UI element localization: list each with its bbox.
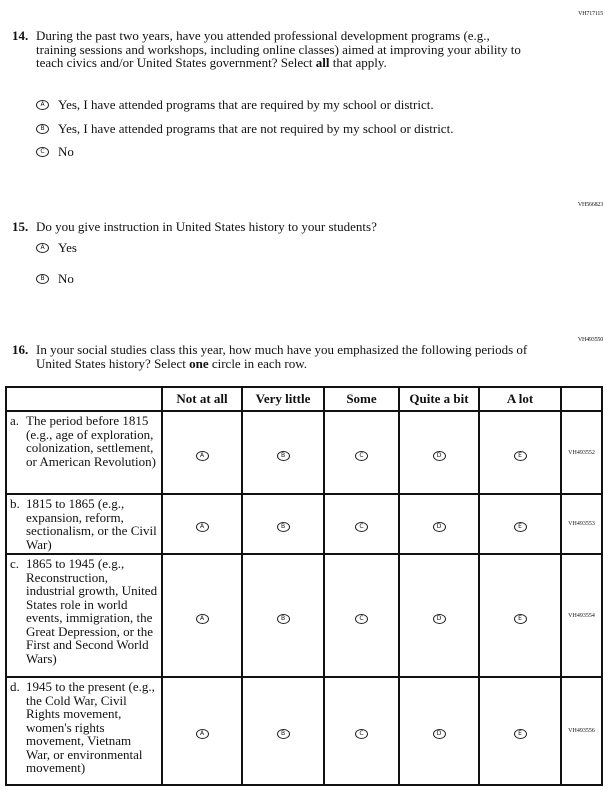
col-header: Quite a bit xyxy=(398,386,480,412)
response-cell: A xyxy=(161,410,243,495)
question-14: 14. During the past two years, have you … xyxy=(12,29,532,70)
col-header: A lot xyxy=(478,386,562,412)
header-row: Not at all Very little Some Quite a bit … xyxy=(5,386,603,412)
radio-bubble[interactable]: C xyxy=(355,522,368,532)
row-label: a. The period before 1815 (e.g., age of e… xyxy=(5,410,163,495)
radio-bubble[interactable]: C xyxy=(355,729,368,739)
row-letter: b. xyxy=(10,496,20,511)
radio-bubble[interactable]: B xyxy=(36,274,49,284)
row-label: d. 1945 to the present (e.g., the Cold Wa… xyxy=(5,676,163,786)
radio-bubble[interactable]: C xyxy=(36,147,49,157)
response-cell: E xyxy=(478,676,562,786)
question-16: 16. In your social studies class this ye… xyxy=(12,343,532,370)
table-row: a. The period before 1815 (e.g., age of e… xyxy=(5,410,603,495)
response-cell: E xyxy=(478,493,562,555)
option-no[interactable]: B No xyxy=(36,271,74,287)
table-row: c. 1865 to 1945 (e.g., Reconstruction, in… xyxy=(5,553,603,678)
radio-bubble[interactable]: B xyxy=(36,124,49,134)
question-text: During the past two years, have you atte… xyxy=(36,28,521,70)
question-number: 16. xyxy=(12,342,29,357)
response-cell: B xyxy=(241,553,325,678)
response-cell: B xyxy=(241,493,325,555)
radio-bubble[interactable]: A xyxy=(36,243,49,253)
radio-bubble[interactable]: C xyxy=(355,613,368,624)
row-text: The period before 1815 (e.g., age of exp… xyxy=(26,413,156,469)
radio-bubble[interactable]: A xyxy=(195,613,209,624)
radio-bubble[interactable]: D xyxy=(432,450,446,461)
row-text: 1865 to 1945 (e.g., Reconstruction, indu… xyxy=(26,556,158,666)
table-row: d. 1945 to the present (e.g., the Cold Wa… xyxy=(5,676,603,786)
col-header: Some xyxy=(323,386,400,412)
radio-bubble[interactable]: B xyxy=(276,613,290,624)
radio-bubble[interactable]: E xyxy=(513,729,527,739)
response-cell: D xyxy=(398,410,480,495)
row-letter: d. xyxy=(10,679,20,694)
radio-bubble[interactable]: E xyxy=(513,450,527,461)
item-id: VH493556 xyxy=(560,676,603,786)
radio-bubble[interactable]: E xyxy=(513,522,527,532)
radio-bubble[interactable]: D xyxy=(432,729,446,739)
item-id: VH493554 xyxy=(560,553,603,678)
radio-bubble[interactable]: B xyxy=(276,729,290,739)
response-cell: B xyxy=(241,410,325,495)
response-cell: D xyxy=(398,553,480,678)
response-cell: A xyxy=(161,493,243,555)
row-letter: a. xyxy=(10,413,20,428)
radio-bubble[interactable]: A xyxy=(36,100,49,110)
response-cell: C xyxy=(323,493,400,555)
radio-bubble[interactable]: B xyxy=(276,450,290,461)
radio-bubble[interactable]: E xyxy=(513,613,527,624)
question-15: 15. Do you give instruction in United St… xyxy=(12,220,532,234)
option-a[interactable]: A Yes, I have attended programs that are … xyxy=(36,97,434,113)
table-row: b. 1815 to 1865 (e.g., expansion, reform,… xyxy=(5,493,603,555)
radio-bubble[interactable]: B xyxy=(276,522,290,532)
response-cell: C xyxy=(323,553,400,678)
row-label: b. 1815 to 1865 (e.g., expansion, reform,… xyxy=(5,493,163,555)
blank-header xyxy=(560,386,603,412)
item-id: VH493553 xyxy=(560,493,603,555)
option-b[interactable]: B Yes, I have attended programs that are … xyxy=(36,121,453,137)
response-cell: E xyxy=(478,553,562,678)
radio-bubble[interactable]: A xyxy=(195,450,209,461)
row-text: 1945 to the present (e.g., the Cold War,… xyxy=(26,679,155,775)
response-cell: D xyxy=(398,676,480,786)
row-text: 1815 to 1865 (e.g., expansion, reform, s… xyxy=(26,496,157,552)
option-c[interactable]: C No xyxy=(36,144,74,160)
radio-bubble[interactable]: A xyxy=(195,729,209,739)
question-text: In your social studies class this year, … xyxy=(36,342,528,371)
row-label: c. 1865 to 1945 (e.g., Reconstruction, in… xyxy=(5,553,163,678)
radio-bubble[interactable]: D xyxy=(432,522,446,532)
question-number: 14. xyxy=(12,28,29,43)
item-id: VH717115 xyxy=(578,11,603,17)
radio-bubble[interactable]: C xyxy=(355,450,368,461)
response-cell: C xyxy=(323,410,400,495)
response-cell: A xyxy=(161,553,243,678)
question-number: 15. xyxy=(12,219,29,234)
response-cell: D xyxy=(398,493,480,555)
item-id: VH493552 xyxy=(560,410,603,495)
item-id: VH493550 xyxy=(577,337,603,343)
question-text: Do you give instruction in United States… xyxy=(36,219,377,234)
row-letter: c. xyxy=(10,556,20,571)
col-header: Very little xyxy=(241,386,325,412)
response-cell: C xyxy=(323,676,400,786)
radio-bubble[interactable]: A xyxy=(195,522,209,532)
blank-header xyxy=(5,386,163,412)
response-cell: E xyxy=(478,410,562,495)
response-grid: Not at all Very little Some Quite a bit … xyxy=(5,386,603,786)
item-id: VH566823 xyxy=(577,202,603,208)
option-yes[interactable]: A Yes xyxy=(36,240,77,256)
response-cell: A xyxy=(161,676,243,786)
response-cell: B xyxy=(241,676,325,786)
radio-bubble[interactable]: D xyxy=(432,613,446,624)
col-header: Not at all xyxy=(161,386,243,412)
